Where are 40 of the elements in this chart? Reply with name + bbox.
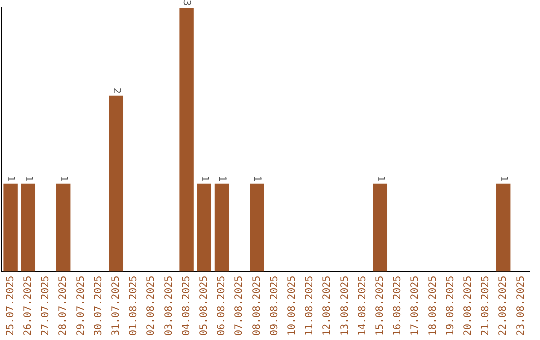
x-tick-label: 07.08.2025 xyxy=(234,276,246,336)
x-tick-label: 23.08.2025 xyxy=(516,276,527,336)
x-tick-label: 16.08.2025 xyxy=(392,276,404,336)
x-tick-label: 17.08.2025 xyxy=(410,276,422,336)
x-tick-label: 05.08.2025 xyxy=(198,276,210,336)
x-tick-label: 20.08.2025 xyxy=(462,276,474,336)
data-label: 1 xyxy=(374,176,386,182)
x-tick-label: 02.08.2025 xyxy=(146,276,158,336)
data-label: 1 xyxy=(198,176,210,182)
x-tick-label: 11.08.2025 xyxy=(304,276,316,336)
data-label: 2 xyxy=(110,88,122,94)
x-tick-label: 21.08.2025 xyxy=(480,276,492,336)
x-tick-label: 12.08.2025 xyxy=(322,276,334,336)
data-label: 1 xyxy=(216,176,228,182)
data-label: 3 xyxy=(181,0,192,6)
x-tick-label: 29.07.2025 xyxy=(76,276,87,336)
data-label: 1 xyxy=(22,176,34,182)
x-tick-label: 08.08.2025 xyxy=(252,276,263,336)
x-tick-label: 14.08.2025 xyxy=(357,276,368,336)
x-tick-label: 15.08.2025 xyxy=(374,276,386,336)
x-tick-label: 04.08.2025 xyxy=(181,276,192,336)
x-tick-label: 13.08.2025 xyxy=(340,276,351,336)
data-label: 1 xyxy=(252,176,263,182)
x-tick-label: 19.08.2025 xyxy=(445,276,456,336)
x-tick-label: 25.07.2025 xyxy=(5,276,16,336)
data-label: 1 xyxy=(5,176,16,182)
x-tick-label: 10.08.2025 xyxy=(286,276,298,336)
x-tick-label: 22.08.2025 xyxy=(498,276,510,336)
data-label: 1 xyxy=(498,176,510,182)
x-tick-label: 01.08.2025 xyxy=(128,276,140,336)
data-label: 1 xyxy=(58,176,70,182)
x-tick-label: 28.07.2025 xyxy=(58,276,70,336)
x-tick-label: 27.07.2025 xyxy=(40,276,52,336)
x-tick-label: 09.08.2025 xyxy=(269,276,280,336)
x-tick-label: 18.08.2025 xyxy=(428,276,439,336)
x-tick-label: 31.07.2025 xyxy=(110,276,122,336)
x-tick-label: 30.07.2025 xyxy=(93,276,104,336)
x-tick-label: 06.08.2025 xyxy=(216,276,228,336)
x-tick-label: 03.08.2025 xyxy=(164,276,175,336)
x-tick-label: 26.07.2025 xyxy=(22,276,34,336)
